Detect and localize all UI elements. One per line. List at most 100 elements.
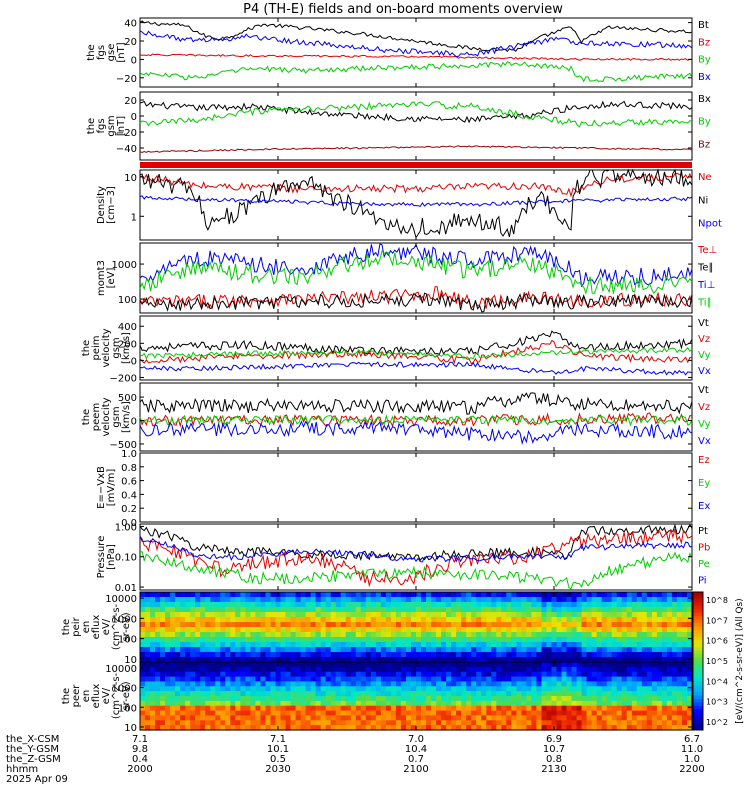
spectrogram-cell bbox=[656, 696, 663, 702]
spectrogram-cell bbox=[145, 642, 151, 648]
panel-ylabel: Density[cm−3] bbox=[96, 186, 117, 224]
spectrogram-cell bbox=[571, 602, 578, 608]
spectrogram-cell bbox=[320, 657, 327, 663]
spectrogram-cell bbox=[511, 622, 517, 628]
spectrogram-cell bbox=[596, 691, 603, 697]
spectrogram-cell bbox=[230, 617, 236, 623]
spectrogram-cell bbox=[526, 725, 532, 731]
spectrogram-cell bbox=[491, 622, 497, 628]
spectrogram-cell bbox=[531, 720, 537, 726]
ylabel-line: sr-eV) bbox=[121, 681, 132, 710]
spectrogram-cell bbox=[180, 715, 186, 721]
spectrogram-cell bbox=[395, 696, 402, 702]
spectrogram-cell bbox=[250, 652, 256, 658]
spectrogram-cell bbox=[406, 637, 412, 643]
spectrogram-cell bbox=[461, 607, 467, 613]
spectrogram-cell bbox=[400, 627, 407, 633]
spectrogram-cell bbox=[561, 686, 568, 692]
spectrogram-cell bbox=[340, 725, 347, 731]
spectrogram-cell bbox=[285, 607, 292, 613]
spectrogram-cell bbox=[526, 652, 532, 658]
spectrogram-cell bbox=[666, 666, 673, 673]
spectrogram-cell bbox=[576, 715, 583, 721]
spectrogram-cell bbox=[170, 686, 176, 692]
spectrogram-cell bbox=[245, 691, 251, 697]
colorbar-segment bbox=[693, 716, 703, 721]
spectrogram-cell bbox=[220, 602, 226, 608]
spectrogram-cell bbox=[190, 652, 196, 658]
spectrogram-cell bbox=[486, 642, 492, 648]
spectrogram-cell bbox=[210, 705, 216, 712]
spectrogram-cell bbox=[626, 652, 633, 658]
spectrogram-cell bbox=[591, 715, 598, 721]
spectrogram-cell bbox=[536, 700, 542, 707]
spectrogram-cell bbox=[586, 612, 593, 618]
spectrogram-cell bbox=[486, 622, 492, 628]
spectrogram-cell bbox=[416, 647, 422, 653]
spectrogram-cell bbox=[390, 612, 397, 618]
spectrogram-cell bbox=[461, 597, 467, 603]
spectrogram-cell bbox=[561, 691, 568, 697]
spectrogram-cell bbox=[441, 696, 447, 702]
spectrogram-cell bbox=[355, 642, 362, 648]
spectrogram-cell bbox=[365, 691, 372, 697]
spectrogram-cell bbox=[541, 691, 548, 697]
spectrogram-cell bbox=[596, 662, 603, 668]
spectrogram-cell bbox=[666, 715, 673, 721]
spectrogram-cell bbox=[591, 720, 598, 726]
spectrogram-cell bbox=[651, 592, 658, 598]
spectrogram-cell bbox=[230, 700, 236, 707]
spectrogram-cell bbox=[265, 715, 272, 721]
spectrogram-cell bbox=[611, 715, 618, 721]
spectrogram-cell bbox=[380, 602, 387, 608]
spectrogram-cell bbox=[160, 647, 166, 653]
spectrogram-cell bbox=[210, 676, 216, 683]
spectrogram-cell bbox=[451, 710, 457, 717]
spectrogram-cell bbox=[586, 691, 593, 697]
spectrogram-cell bbox=[441, 720, 447, 726]
spectrogram-cell bbox=[431, 632, 437, 638]
spectrogram-cell bbox=[546, 696, 553, 702]
spectrogram-cell bbox=[365, 700, 372, 707]
spectrogram-cell bbox=[687, 627, 693, 633]
spectrogram-cell bbox=[451, 705, 457, 712]
series-line-Bz bbox=[139, 145, 693, 154]
spectrogram-cell bbox=[165, 607, 171, 613]
spectrogram-cell bbox=[531, 627, 537, 633]
spectrogram-cell bbox=[471, 612, 477, 618]
colorbar-tick-label: 10^7 bbox=[706, 616, 728, 625]
spectrogram-cell bbox=[536, 612, 542, 618]
spectrogram-cell bbox=[521, 647, 527, 653]
spectrogram-cell bbox=[511, 696, 517, 702]
spectrogram-cell bbox=[646, 725, 653, 731]
spectrogram-cell bbox=[581, 705, 588, 712]
spectrogram-cell bbox=[285, 681, 292, 687]
spectrogram-cell bbox=[195, 715, 201, 721]
spectrogram-cell bbox=[436, 622, 442, 628]
spectrogram-cell bbox=[395, 647, 402, 653]
spectrogram-cell bbox=[601, 652, 608, 658]
spectrogram-cell bbox=[395, 617, 402, 623]
spectrogram-cell bbox=[300, 637, 307, 643]
spectrogram-cell bbox=[380, 607, 387, 613]
spectrogram-cell bbox=[441, 612, 447, 618]
spectrogram-cell bbox=[471, 681, 477, 687]
spectrogram-cell bbox=[330, 662, 337, 668]
spectrogram-cell bbox=[561, 715, 568, 721]
spectrogram-cell bbox=[421, 612, 427, 618]
spectrogram-cell bbox=[245, 622, 251, 628]
spectrogram-cell bbox=[230, 607, 236, 613]
spectrogram-cell bbox=[345, 622, 352, 628]
spectrogram-cell bbox=[350, 720, 357, 726]
spectrogram-cell bbox=[370, 691, 377, 697]
spectrogram-cell bbox=[591, 617, 598, 623]
spectrogram-cell bbox=[160, 720, 166, 726]
spectrogram-cell bbox=[536, 720, 542, 726]
colorbar-segment bbox=[693, 726, 703, 731]
spectrogram-cell bbox=[355, 720, 362, 726]
spectrogram-cell bbox=[305, 696, 312, 702]
spectrogram-cell bbox=[531, 637, 537, 643]
spectrogram-cell bbox=[541, 622, 548, 628]
panels: 40200−20thefgsgse[nT]BtBzByBx200−20−40th… bbox=[81, 17, 722, 594]
